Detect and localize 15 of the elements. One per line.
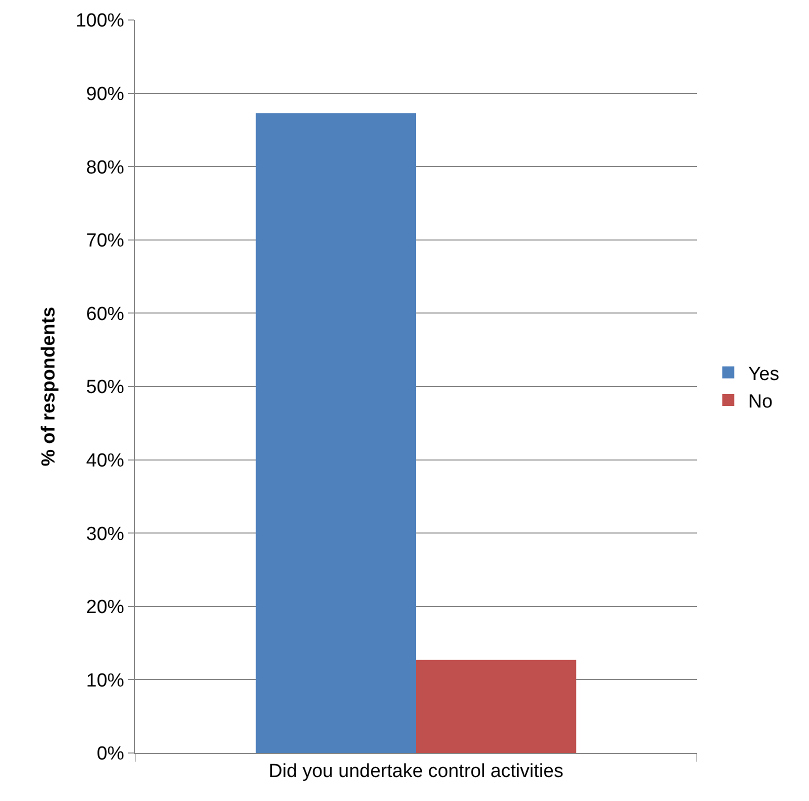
y-tick-label: 60% bbox=[86, 304, 124, 325]
y-tick-label: 100% bbox=[76, 10, 124, 32]
legend-label: Yes bbox=[748, 364, 780, 385]
y-tick-label: 50% bbox=[86, 377, 124, 398]
y-tick-label: 80% bbox=[86, 157, 124, 178]
y-tick-label: 10% bbox=[86, 670, 124, 692]
y-tick-label: 90% bbox=[86, 84, 124, 105]
y-tick-label: 20% bbox=[86, 597, 124, 618]
y-tick-label: 70% bbox=[86, 230, 124, 252]
y-tick-label: 40% bbox=[86, 450, 124, 472]
y-axis-title: % of respondents bbox=[38, 306, 60, 466]
legend-label: No bbox=[748, 391, 773, 412]
x-tick-label: Did you undertake control activities bbox=[268, 760, 564, 782]
y-tick-label: 30% bbox=[86, 524, 124, 545]
y-tick-label: 0% bbox=[96, 744, 124, 765]
